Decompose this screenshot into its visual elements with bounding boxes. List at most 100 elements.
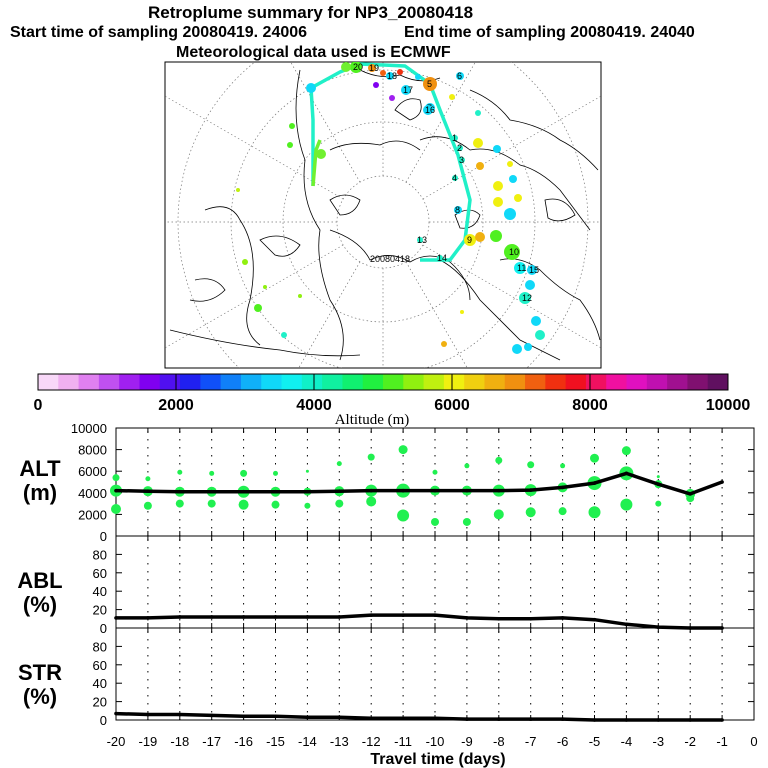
data-point bbox=[369, 716, 374, 720]
map-point-label: 9 bbox=[467, 235, 472, 245]
data-point bbox=[401, 488, 405, 493]
map-cluster-point bbox=[236, 188, 240, 192]
alt-cluster-high bbox=[305, 469, 309, 473]
map-cluster-point bbox=[531, 316, 541, 326]
map-cluster-point bbox=[460, 310, 464, 314]
alt-cluster-low bbox=[431, 517, 439, 526]
alt-cluster-low bbox=[335, 499, 344, 508]
map-cluster-point bbox=[397, 69, 403, 75]
x-tick-label: -4 bbox=[621, 734, 633, 749]
map-cluster-point bbox=[476, 162, 484, 170]
met-data-label: Meteorological data used is ECMWF bbox=[176, 44, 451, 61]
x-tick-label: -10 bbox=[426, 734, 445, 749]
data-point bbox=[369, 613, 374, 617]
data-point bbox=[497, 617, 501, 621]
map-cluster-point bbox=[441, 341, 447, 347]
y-tick-label: 0 bbox=[100, 621, 107, 636]
meridian-line bbox=[405, 62, 476, 183]
plume-track-start bbox=[311, 139, 322, 187]
data-point bbox=[465, 717, 469, 721]
map-point-label: 4 bbox=[452, 173, 457, 183]
data-point bbox=[688, 492, 692, 496]
time-series-panels: 0200040006000800010000ALT(m)020406080ABL… bbox=[17, 421, 757, 768]
map-cluster-point bbox=[298, 294, 302, 298]
data-point bbox=[624, 718, 629, 722]
map-point-label: 12 bbox=[522, 293, 532, 303]
colorbar-swatch bbox=[403, 374, 425, 390]
alt-cluster-low bbox=[397, 509, 410, 522]
alt-cluster-high bbox=[209, 470, 215, 476]
colorbar-swatch bbox=[484, 374, 506, 390]
data-point bbox=[114, 711, 118, 716]
y-tick-label: 20 bbox=[93, 695, 107, 710]
x-tick-label: -1 bbox=[716, 734, 728, 749]
colorbar-swatch bbox=[98, 374, 120, 390]
map-stamp-label: 20080418 bbox=[370, 254, 410, 264]
data-point bbox=[305, 489, 310, 494]
data-point bbox=[369, 488, 374, 493]
map-cluster-point bbox=[423, 77, 437, 91]
x-tick-label: -5 bbox=[589, 734, 601, 749]
data-point bbox=[497, 717, 501, 721]
data-point bbox=[528, 488, 533, 492]
map-cluster-point bbox=[535, 330, 545, 340]
alt-cluster-low bbox=[366, 496, 377, 507]
colorbar-swatch bbox=[585, 374, 607, 390]
map-cluster-point bbox=[452, 175, 458, 181]
map-point-label: 20 bbox=[353, 62, 363, 72]
colorbar-swatch bbox=[119, 374, 140, 390]
map-cluster-point bbox=[281, 332, 287, 338]
data-point bbox=[688, 718, 692, 722]
data-point bbox=[592, 617, 597, 622]
colorbar-swatch bbox=[38, 374, 59, 390]
y-tick-label: 60 bbox=[93, 658, 107, 673]
alt-cluster-low bbox=[462, 517, 471, 526]
data-point bbox=[592, 481, 597, 485]
colorbar-swatch bbox=[180, 374, 201, 390]
x-tick-label: -8 bbox=[493, 734, 505, 749]
map-point-label: 5 bbox=[427, 79, 432, 89]
colorbar-tick-label: 6000 bbox=[434, 397, 470, 414]
map-cluster-point bbox=[452, 135, 458, 141]
panel-frame bbox=[115, 627, 755, 721]
alt-cluster-high bbox=[464, 463, 470, 469]
colorbar-tick-label: 8000 bbox=[572, 397, 608, 414]
alt-cluster-low bbox=[207, 499, 216, 508]
panel-ylabel-unit: (m) bbox=[23, 480, 57, 505]
y-tick-label: 80 bbox=[93, 547, 107, 562]
data-point bbox=[209, 713, 214, 718]
map-point-label: 18 bbox=[387, 71, 397, 81]
chart-title: Retroplume summary for NP3_20080418 bbox=[148, 3, 474, 22]
alt-cluster-low bbox=[620, 498, 633, 511]
map-cluster-point bbox=[504, 244, 520, 260]
map-cluster-point bbox=[475, 110, 481, 116]
data-point bbox=[433, 488, 437, 493]
meridian-line bbox=[165, 95, 344, 200]
colorbar-tick-label: 10000 bbox=[706, 397, 751, 414]
data-point bbox=[178, 489, 182, 494]
data-point bbox=[560, 485, 565, 490]
alt-cluster-low bbox=[175, 499, 184, 508]
map-cluster-point bbox=[306, 83, 316, 93]
y-tick-label: 20 bbox=[93, 603, 107, 618]
map-cluster-point bbox=[457, 145, 463, 151]
map-cluster-point bbox=[254, 304, 262, 312]
alt-cluster-low bbox=[271, 500, 280, 509]
map-point-label: 11 bbox=[517, 263, 526, 273]
colorbar-swatch bbox=[261, 374, 283, 390]
data-point bbox=[656, 482, 661, 486]
map-cluster-point bbox=[263, 285, 267, 289]
x-tick-label: -17 bbox=[202, 734, 221, 749]
data-point bbox=[178, 615, 182, 619]
alt-cluster-low bbox=[304, 502, 311, 509]
alt-cluster-low bbox=[238, 499, 249, 510]
data-point bbox=[241, 615, 246, 619]
colorbar-swatch bbox=[78, 374, 100, 390]
map-cluster-point bbox=[464, 234, 476, 246]
colorbar-swatch bbox=[504, 374, 526, 390]
meridian-line bbox=[290, 62, 361, 183]
map-cluster-point bbox=[456, 72, 464, 80]
map-cluster-point bbox=[449, 94, 455, 100]
data-point bbox=[273, 489, 278, 494]
alt-cluster-low bbox=[655, 500, 662, 507]
